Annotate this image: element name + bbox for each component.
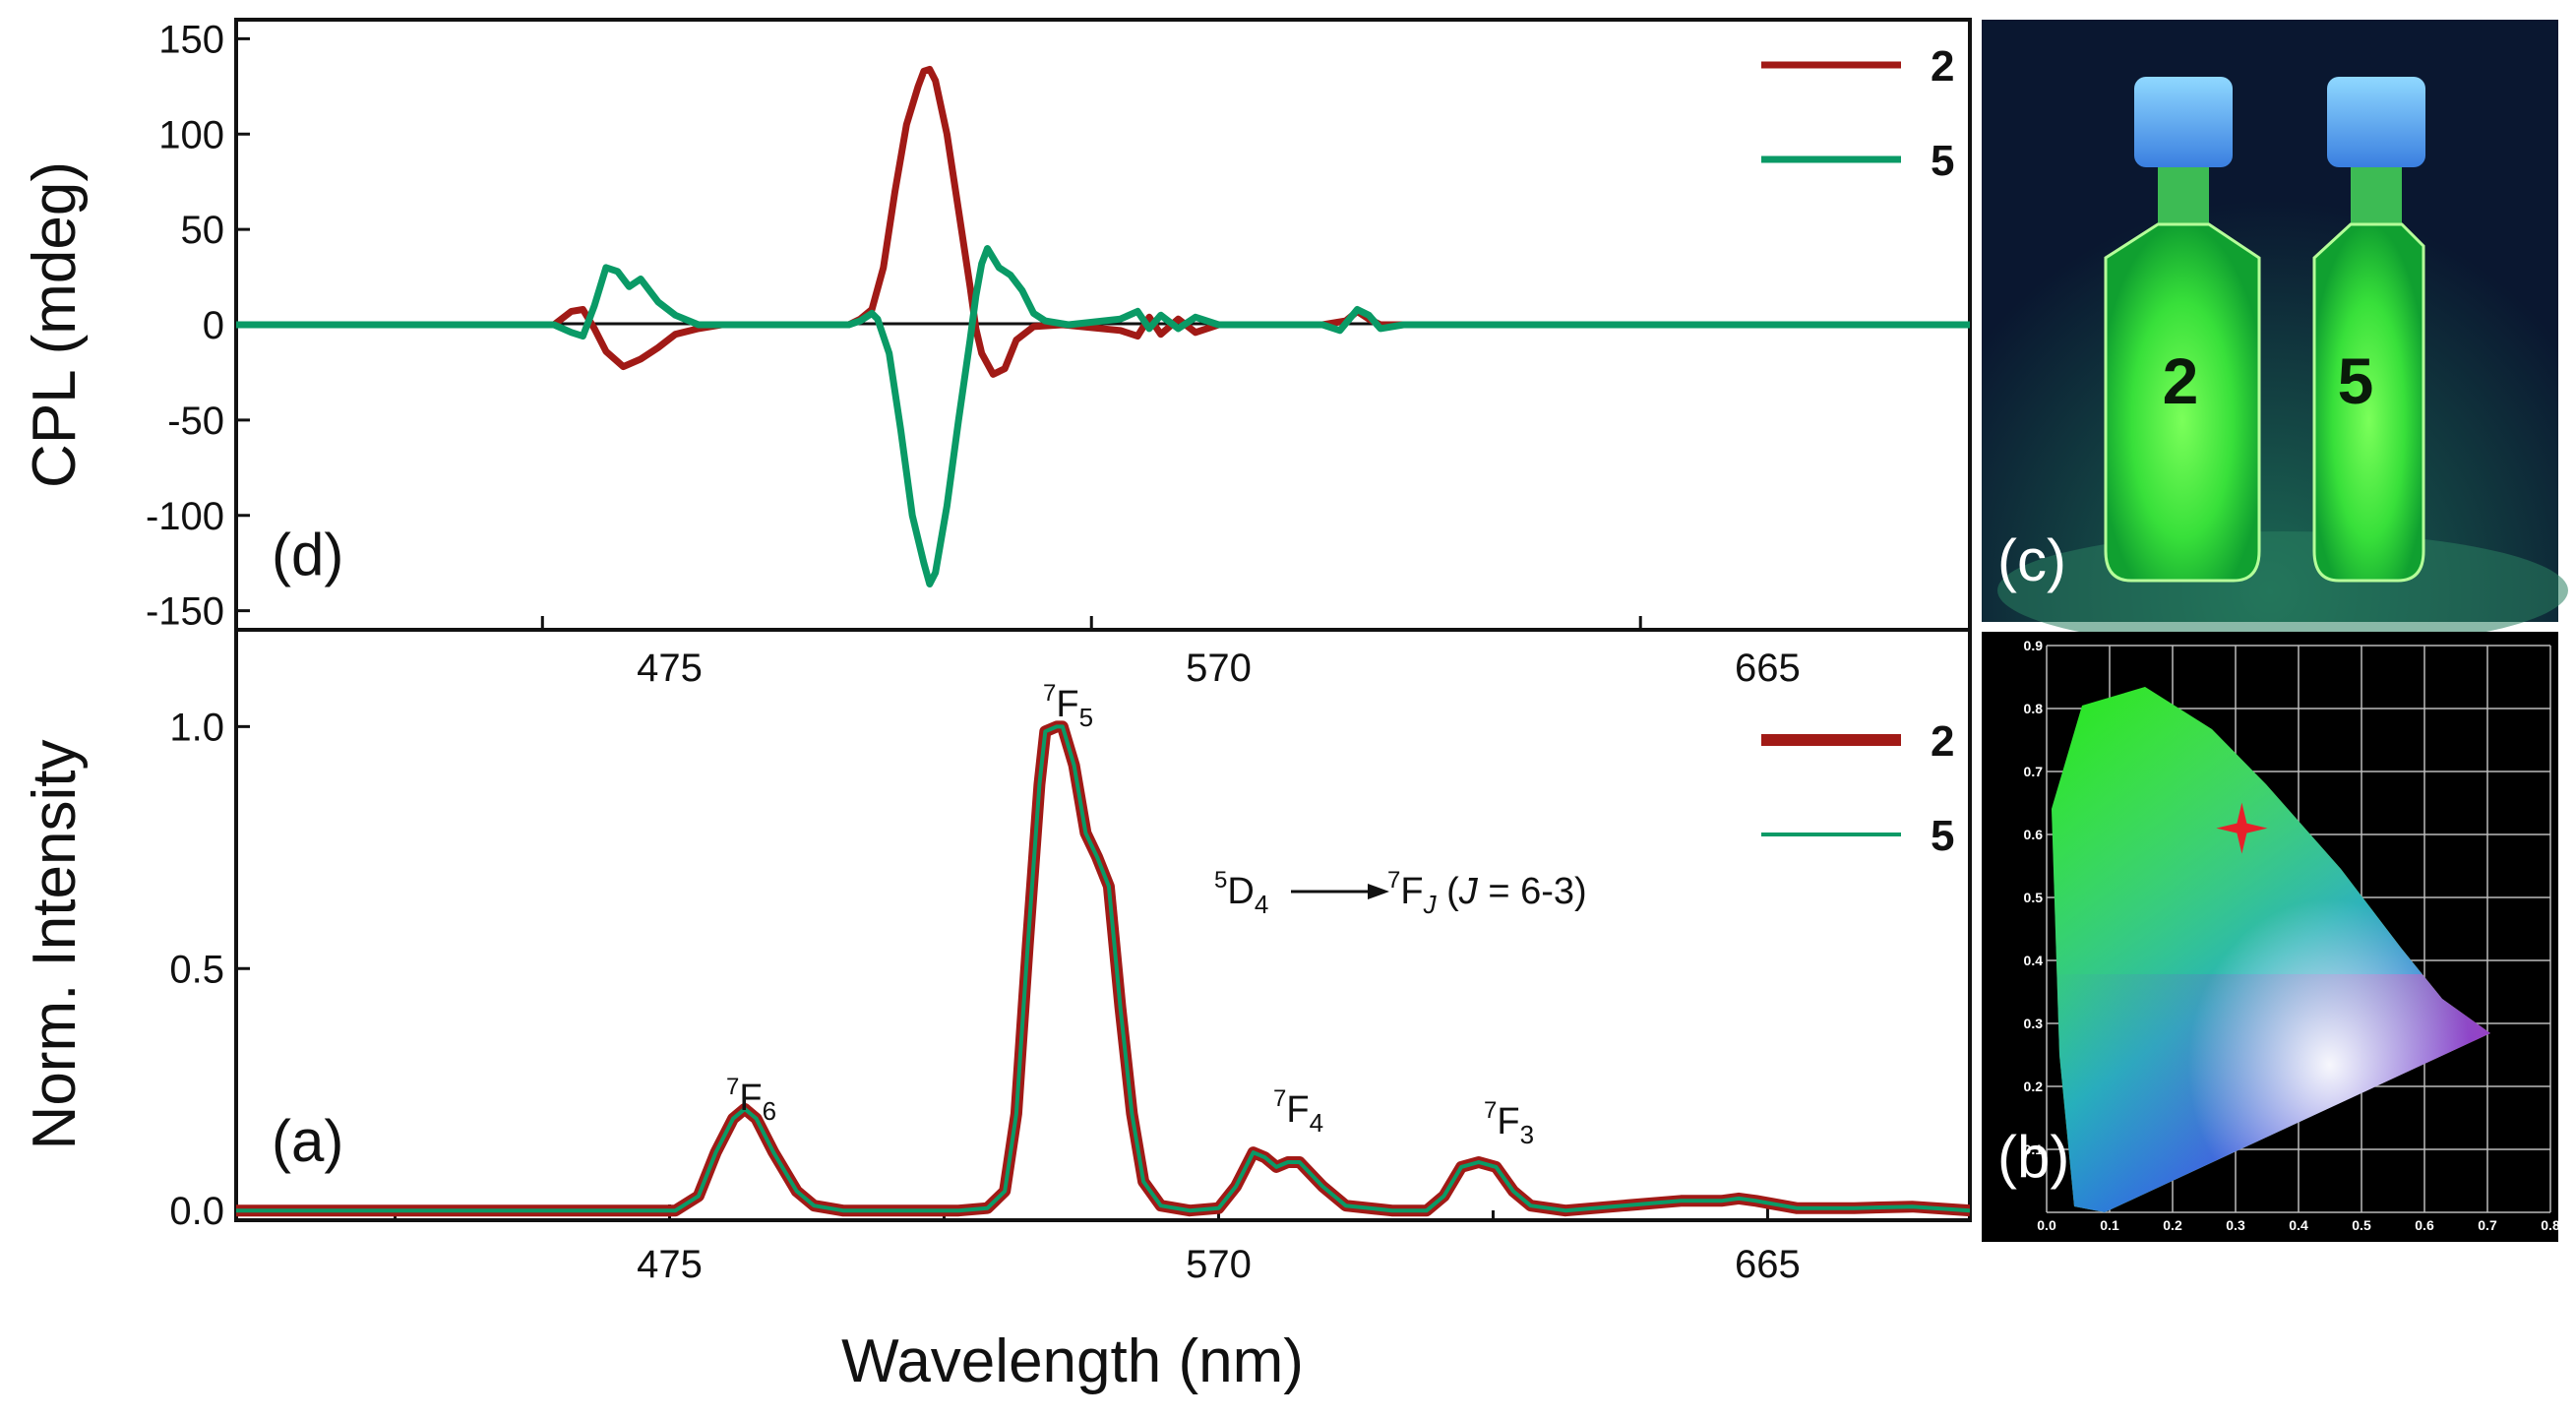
vial-2-body bbox=[2104, 222, 2261, 583]
cie-xtick-label: 0.3 bbox=[2226, 1217, 2245, 1233]
vial-photo: 2 5 (c) bbox=[1982, 20, 2568, 649]
cie-ytick-label: 0.8 bbox=[2024, 701, 2044, 716]
peak-label-7f4: 7F4 bbox=[1273, 1085, 1323, 1138]
vial-5-cap bbox=[2327, 77, 2425, 167]
cpl-y-axis-title: CPL (mdeg) bbox=[21, 161, 89, 488]
cie-ytick-label: 0.7 bbox=[2024, 764, 2044, 779]
emission-xtick-label: 475 bbox=[637, 1243, 703, 1286]
peak-label-7f5: 7F5 bbox=[1043, 680, 1093, 732]
emission-ticks: 0.0 0.5 1.0 475 475 570 570 665 665 bbox=[169, 647, 1800, 1286]
cie-xtick-label: 0.8 bbox=[2541, 1217, 2560, 1233]
vial-2-label: 2 bbox=[2163, 344, 2199, 417]
legend-a-label-5: 5 bbox=[1931, 812, 1954, 860]
top-xtick-label: 665 bbox=[1735, 647, 1801, 690]
vial-5-label: 5 bbox=[2338, 344, 2374, 417]
vial-5: 5 bbox=[2312, 77, 2425, 583]
vial-2: 2 bbox=[2104, 77, 2261, 583]
panel-label-d: (d) bbox=[272, 522, 343, 587]
emission-ytick-label: 1.0 bbox=[169, 706, 224, 749]
cpl-ytick-label: 50 bbox=[181, 209, 225, 252]
transition-arrow-head bbox=[1368, 884, 1389, 899]
cie-ytick-label: 0.4 bbox=[2024, 953, 2044, 968]
transition-f-part: 7FJ (J = 6-3) bbox=[1387, 867, 1587, 919]
emission-series-5 bbox=[236, 724, 1970, 1213]
cpl-y-ticks: 150 100 50 0 -50 -100 -150 bbox=[146, 18, 1642, 634]
emission-y-axis-title: Norm. Intensity bbox=[21, 740, 89, 1150]
cie-xtick-label: 0.0 bbox=[2037, 1217, 2056, 1233]
cpl-ytick-label: -150 bbox=[146, 590, 224, 634]
cie-ytick-label: 0.5 bbox=[2024, 890, 2044, 905]
emission-ytick-label: 0.0 bbox=[169, 1190, 224, 1233]
emission-xtick-label: 665 bbox=[1735, 1243, 1801, 1286]
peak-label-7f6: 7F6 bbox=[726, 1074, 776, 1126]
cpl-ytick-label: -100 bbox=[146, 495, 224, 538]
cpl-ytick-label: 150 bbox=[158, 18, 224, 61]
cie-point-marker bbox=[2216, 802, 2268, 854]
legend-d-label-2: 2 bbox=[1931, 42, 1954, 91]
cpl-plot: 150 100 50 0 -50 -100 -150 CPL (mdeg) (d) 2 5 bbox=[21, 18, 1972, 634]
cie-point bbox=[2216, 802, 2268, 854]
cpl-ytick-label: 100 bbox=[158, 113, 224, 156]
cie-ytick-label: 0.2 bbox=[2024, 1079, 2044, 1094]
cie-diagram: 0.0 0.1 0.2 0.3 0.4 0.5 0.6 0.7 0.8 0.1 0.2 0.3 0.4 0… bbox=[1982, 632, 2560, 1242]
top-xtick-label: 475 bbox=[637, 647, 703, 690]
transition-d-part: 5D4 bbox=[1214, 867, 1268, 919]
cie-xtick-label: 0.1 bbox=[2100, 1217, 2119, 1233]
panel-label-b: (b) bbox=[1997, 1124, 2069, 1190]
vial-5-body bbox=[2312, 222, 2425, 583]
legend-d-label-5: 5 bbox=[1931, 137, 1954, 185]
emission-series bbox=[236, 720, 1970, 1217]
cie-xtick-label: 0.6 bbox=[2415, 1217, 2434, 1233]
cie-xtick-label: 0.4 bbox=[2289, 1217, 2308, 1233]
cie-ytick-label: 0.9 bbox=[2024, 638, 2044, 653]
top-xtick-label: 570 bbox=[1186, 647, 1252, 690]
cie-xtick-label: 0.5 bbox=[2352, 1217, 2371, 1233]
cpl-ytick-label: 0 bbox=[203, 304, 224, 347]
cie-xtick-label: 0.7 bbox=[2478, 1217, 2497, 1233]
peak-label-7f3: 7F3 bbox=[1484, 1097, 1534, 1149]
vial-5-neck bbox=[2351, 167, 2402, 226]
cie-ytick-label: 0.6 bbox=[2024, 827, 2044, 842]
cie-tick-labels: 0.0 0.1 0.2 0.3 0.4 0.5 0.6 0.7 0.8 0.1 0.2 0.3 0.4 0… bbox=[2024, 638, 2560, 1233]
photo-background bbox=[1982, 20, 2558, 622]
emission-xtick-label: 570 bbox=[1186, 1243, 1252, 1286]
emission-ytick-label: 0.5 bbox=[169, 948, 224, 991]
cpl-ytick-label: -50 bbox=[167, 400, 224, 443]
vial-2-cap bbox=[2134, 77, 2233, 167]
x-axis-title: Wavelength (nm) bbox=[841, 1327, 1304, 1395]
cpl-series-5 bbox=[236, 245, 1970, 587]
cie-ytick-label: 0.1 bbox=[2024, 1141, 2044, 1157]
emission-frame bbox=[234, 628, 1972, 1222]
panel-label-a: (a) bbox=[272, 1108, 343, 1174]
emission-plot: 0.0 0.5 1.0 475 475 570 570 665 665 Wavelength (… bbox=[21, 628, 1972, 1395]
panel-label-c: (c) bbox=[1997, 527, 2066, 593]
legend-a-label-2: 2 bbox=[1931, 717, 1954, 766]
cie-ytick-label: 0.3 bbox=[2024, 1016, 2044, 1031]
cie-xtick-label: 0.2 bbox=[2163, 1217, 2182, 1233]
emission-series-2 bbox=[236, 720, 1970, 1217]
vial-2-neck bbox=[2158, 167, 2209, 226]
transition-annotation: 5D4 7FJ (J = 6-3) bbox=[1214, 867, 1587, 919]
cpl-series bbox=[236, 65, 1970, 587]
cpl-series-2 bbox=[236, 65, 1970, 378]
